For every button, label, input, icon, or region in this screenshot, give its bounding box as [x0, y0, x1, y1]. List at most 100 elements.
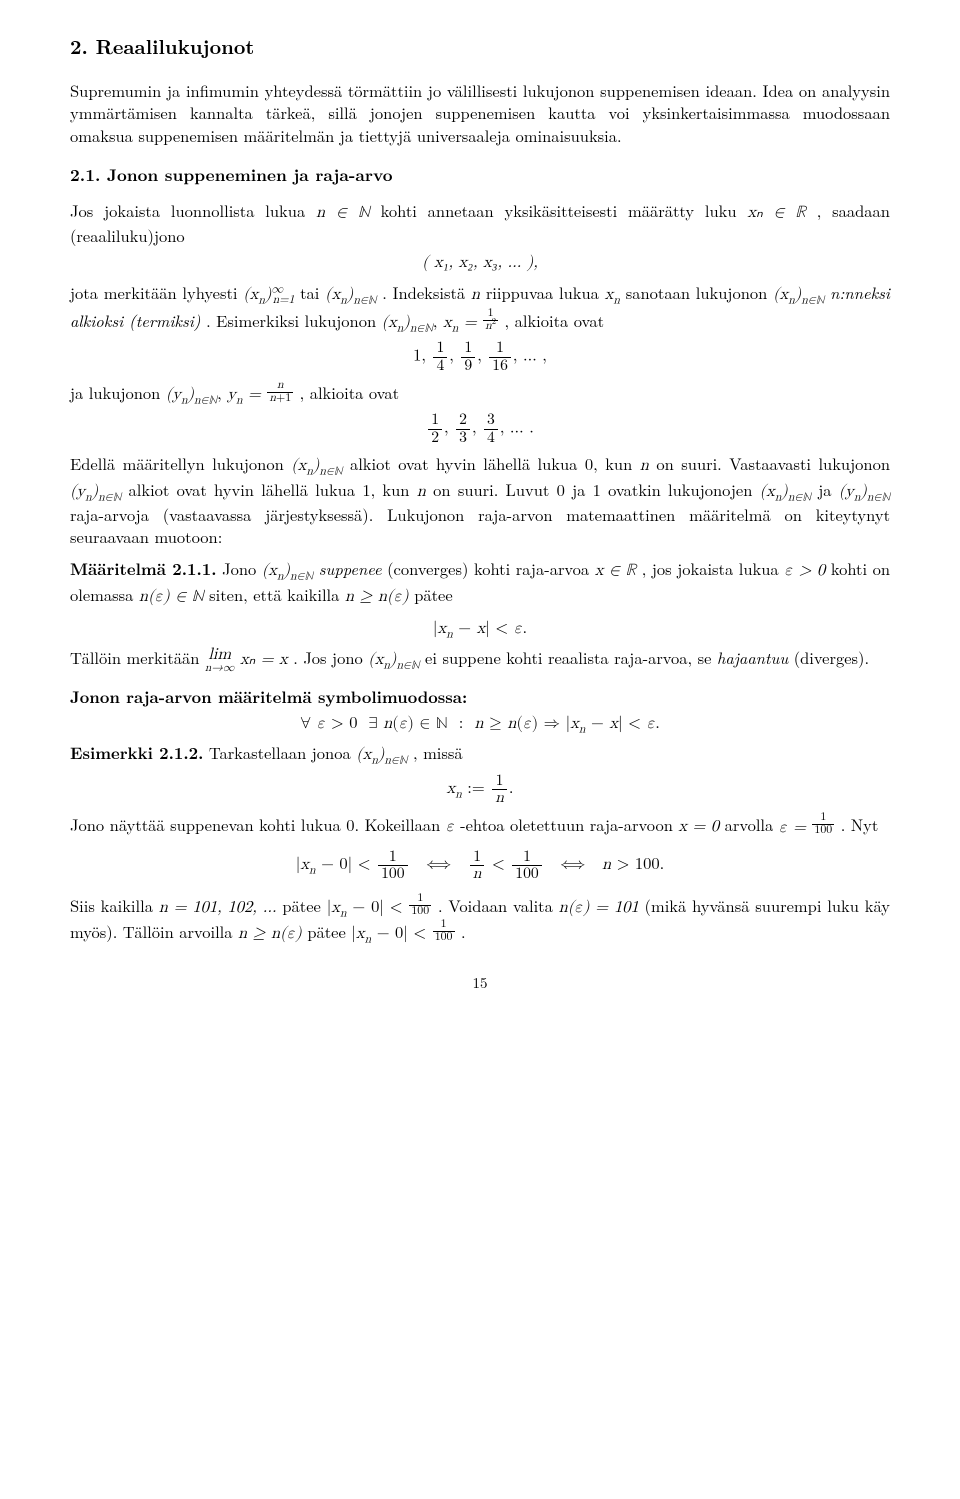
- paragraph-edella: Edellä määritellyn lukujonon (xn)n∈ℕ alk…: [70, 452, 890, 547]
- text-fragment: Tällöin merkitään: [70, 645, 205, 669]
- text-fragment: . Voidaan valita: [438, 893, 559, 917]
- display-sequence: ( x₁, x₂, x₃, … ),: [70, 252, 890, 274]
- text-fragment: on suuri. Vastaavasti lukujonon: [656, 451, 890, 475]
- math-x-eq0: x = 0: [678, 820, 719, 836]
- math-xn-N7: (xn)n∈ℕ: [368, 652, 419, 668]
- math-yn-eq: yn = nn+1: [227, 387, 294, 403]
- text-fragment: , jos jokaista lukua: [642, 556, 785, 580]
- display-equiv-chain: |xn − 0| < 1100 ⟺ 1n < 1100 ⟺ n > 100.: [70, 849, 890, 883]
- paragraph-merkitaan: jota merkitään lyhyesti (xn)∞n=1 tai (xn…: [70, 281, 890, 335]
- symbol-form-label: Jonon raja-arvon määritelmä symbolimuodo…: [70, 684, 467, 708]
- math-ne-in-N: n(ε) ∈ ℕ: [139, 589, 204, 605]
- paragraph-siis: Siis kaikilla n = 101, 102, … pätee |xn …: [70, 893, 890, 946]
- math-xn-N8: (xn)n∈ℕ: [356, 747, 407, 763]
- text-fragment: , alkioita ovat: [300, 380, 399, 404]
- math-xn-N5: (xn)n∈ℕ: [760, 484, 811, 500]
- display-frac-list-1: 1, 14, 19, 116, … ,: [70, 340, 890, 374]
- math-n: n: [471, 287, 480, 303]
- text-fragment: on suuri. Luvut 0 ja 1 ovatkin lukujonoj…: [433, 477, 760, 501]
- text-fragment: alkiot ovat hyvin lähellä lukua 0, kun: [350, 451, 640, 475]
- text-fragment: . Indeksistä: [382, 280, 471, 304]
- text-fragment: arvolla: [725, 813, 779, 837]
- text-fragment: . Jos jono: [293, 645, 368, 669]
- math-xn-N6: (xn)n∈ℕ: [262, 563, 313, 579]
- math-n-in-N: n ∈ ℕ: [316, 205, 370, 221]
- math-x-in-R: x ∈ ℝ: [595, 563, 636, 579]
- text-fragment: sanotaan lukujonon: [626, 280, 773, 304]
- text-fragment: pätee: [282, 893, 326, 917]
- text-fragment: ei suppene kohti reaalista raja-arvoa, s…: [425, 645, 717, 669]
- text-fragment: ja lukujonon: [70, 380, 166, 404]
- text-fragment: Edellä määritellyn lukujonon: [70, 451, 291, 475]
- text-fragment: jota merkitään lyhyesti: [70, 280, 243, 304]
- math-n2: n: [640, 458, 649, 474]
- math-xn-eq-1n2: xn = 1n2: [443, 315, 499, 331]
- math-lim: lim n→∞: [205, 647, 235, 675]
- symbol-form-title: Jonon raja-arvon määritelmä symbolimuodo…: [70, 685, 890, 707]
- math-ne-101: n(ε) = 101: [559, 900, 639, 916]
- paragraph-talloin: Tällöin merkitään lim n→∞ xₙ = x . Jos j…: [70, 646, 890, 674]
- display-symbol-form: ∀ ε > 0 ∃ n(ε) ∈ ℕ : n ≥ n(ε) ⇒ |xn − x|…: [70, 713, 890, 735]
- text-fragment: alkiot ovat hyvin lähellä lukua 1, kun: [129, 477, 417, 501]
- section-heading: 2. Reaalilukujonot: [70, 32, 890, 59]
- text-fragment: (converges) kohti raja-arvoa: [387, 556, 595, 580]
- text-fragment: .: [461, 919, 466, 943]
- text-fragment: Siis kaikilla: [70, 893, 159, 917]
- display-frac-list-2: 12, 23, 34, … .: [70, 412, 890, 446]
- text-fragment: Jono näyttää suppenevan kohti lukua 0. K…: [70, 813, 446, 837]
- text-fragment: . Esimerkiksi lukujonon: [206, 308, 382, 332]
- example-label: Esimerkki 2.1.2.: [70, 740, 203, 764]
- text-fragment: Jos jokaista luonnollista lukua: [70, 198, 316, 222]
- intro-paragraph: Supremumin ja infimumin yhteydessä törmä…: [70, 79, 890, 146]
- display-xn-def: xn := 1n.: [70, 773, 890, 807]
- text-fragment: . Nyt: [841, 813, 879, 837]
- text-fragment: raja-arvoja (vastaavassa järjestyksessä)…: [70, 502, 890, 548]
- math-eps-gt0: ε > 0: [784, 563, 825, 579]
- math-yn-N3: (yn)n∈ℕ: [839, 484, 890, 500]
- math-xn-N3: (xn)n∈ℕ: [382, 315, 433, 331]
- display-def-ineq: |xn − x| < ε.: [70, 618, 890, 640]
- text-fragment: siten, että kaikilla: [209, 582, 345, 606]
- definition-label: Määritelmä 2.1.1.: [70, 556, 217, 580]
- math-yn-N: (yn)n∈ℕ: [166, 387, 217, 403]
- text-fragment: kohti annetaan yksikäsitteisesti määrätt…: [381, 198, 748, 222]
- paragraph-jono-nayttaa: Jono näyttää suppenevan kohti lukua 0. K…: [70, 812, 890, 838]
- math-xn-in-R: xₙ ∈ ℝ: [747, 205, 805, 221]
- section-title-text: Reaalilukujonot: [96, 31, 255, 60]
- section-number: 2.: [70, 31, 88, 60]
- subsection-title-text: Jonon suppeneminen ja raja-arvo: [107, 163, 393, 187]
- math-eps-eq-1-100: ε = 1100: [779, 820, 835, 836]
- math-eps: ε: [446, 820, 455, 836]
- text-fragment: ja: [818, 477, 839, 501]
- math-abs-lt-1-100-b: |xn − 0| < 1100: [351, 926, 455, 942]
- italic-suppenee: suppenee: [319, 556, 382, 580]
- text-fragment: Jono: [222, 556, 262, 580]
- definition-block: Määritelmä 2.1.1. Jono (xn)n∈ℕ suppenee …: [70, 557, 890, 608]
- text-fragment: tai: [300, 280, 325, 304]
- math-n-ge-ne-2: n ≥ n(ε): [238, 926, 302, 942]
- example-block: Esimerkki 2.1.2. Tarkastellaan jonoa (xn…: [70, 741, 890, 766]
- text-fragment: (diverges).: [794, 645, 869, 669]
- math-n-ge-ne: n ≥ n(ε): [345, 589, 409, 605]
- math-xn: xn: [605, 287, 620, 303]
- page-number: 15: [70, 973, 890, 993]
- subsection-heading: 2.1. Jonon suppeneminen ja raja-arvo: [70, 164, 890, 187]
- italic-hajaantuu: hajaantuu: [717, 645, 788, 669]
- paragraph-ja-lukujonon: ja lukujonon (yn)n∈ℕ, yn = nn+1 , alkioi…: [70, 380, 890, 406]
- subsection-number: 2.1.: [70, 163, 100, 187]
- text-fragment: pätee: [307, 919, 351, 943]
- text-fragment: riippuvaa lukua: [486, 280, 605, 304]
- math-n-list: n = 101, 102, …: [159, 900, 277, 916]
- math-xn-inf: (xn)∞n=1: [243, 287, 294, 303]
- text-fragment: pätee: [414, 582, 453, 606]
- math-xn-N2: (xn)n∈ℕ: [773, 287, 824, 303]
- math-n3: n: [417, 484, 426, 500]
- math-xn-N4: (xn)n∈ℕ: [291, 458, 342, 474]
- math-abs-lt-1-100: |xn − 0| < 1100: [327, 900, 433, 916]
- paragraph-jos: Jos jokaista luonnollista lukua n ∈ ℕ ko…: [70, 199, 890, 247]
- text-fragment: , alkioita ovat: [505, 308, 604, 332]
- math-xn-N: (xn)n∈ℕ: [325, 287, 376, 303]
- math-lim-eq: xₙ = x: [240, 652, 288, 668]
- math-seq: ( x₁, x₂, x₃, … ),: [422, 255, 538, 271]
- text-fragment: -ehtoa oletettuun raja-arvoon: [460, 813, 678, 837]
